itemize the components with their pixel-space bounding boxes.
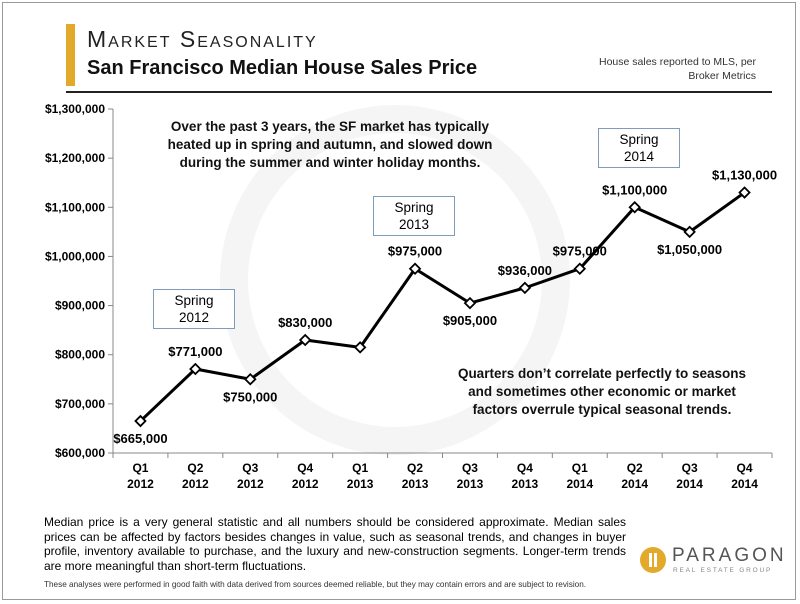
data-point-marker <box>463 296 477 310</box>
data-label: $665,000 <box>113 431 167 446</box>
spring-2013-box: Spring 2013 <box>373 196 455 236</box>
series-line <box>139 191 746 423</box>
x-tick-label-year: 2013 <box>402 477 429 491</box>
x-tick-label-quarter: Q4 <box>517 461 533 475</box>
x-tick-label-quarter: Q2 <box>187 461 203 475</box>
data-point-marker <box>683 225 696 239</box>
data-point-marker <box>298 333 312 347</box>
spring-2012-year: 2012 <box>178 310 210 325</box>
data-point-marker <box>408 262 422 275</box>
top-annotation-line-1: Over the past 3 years, the SF market has… <box>170 119 490 134</box>
disclaimer: These analyses were performed in good fa… <box>44 580 587 589</box>
data-label: $975,000 <box>388 244 442 259</box>
series-median-price <box>134 186 751 428</box>
data-point-marker <box>134 414 147 428</box>
page-subtitle: San Francisco Median House Sales Price <box>87 57 478 79</box>
data-point-marker <box>353 341 367 354</box>
quarter-annotation: Quarters don’t correlate perfectly to se… <box>432 365 772 419</box>
data-label: $771,000 <box>168 344 222 359</box>
x-tick-label-quarter: Q1 <box>132 461 148 475</box>
footer-note: Median price is a very general statistic… <box>44 515 626 573</box>
header-rule <box>66 91 772 93</box>
x-tick-label-quarter: Q3 <box>682 461 698 475</box>
data-label: $975,000 <box>553 244 607 259</box>
x-tick-label-year: 2012 <box>182 477 209 491</box>
spring-2012-label: Spring <box>174 293 214 308</box>
x-tick-label-quarter: Q1 <box>352 461 368 475</box>
data-point-marker <box>738 186 751 199</box>
data-point-marker <box>189 362 202 376</box>
data-label: $1,100,000 <box>602 182 667 197</box>
x-tick-label-year: 2014 <box>676 477 703 491</box>
x-tick-label-year: 2012 <box>237 477 264 491</box>
page-title: Market Seasonality <box>87 26 318 52</box>
x-tick-label-quarter: Q2 <box>407 461 423 475</box>
y-tick-label: $900,000 <box>55 299 105 313</box>
quarter-annotation-line-3: factors overrule typical seasonal trends… <box>472 402 732 417</box>
y-tick-label: $600,000 <box>55 446 105 460</box>
x-tick-label-year: 2014 <box>566 477 593 491</box>
y-tick-label: $1,000,000 <box>45 249 105 263</box>
y-tick-label: $1,200,000 <box>45 151 105 165</box>
x-tick-label-year: 2012 <box>127 477 154 491</box>
data-label: $936,000 <box>498 263 552 278</box>
data-label: $830,000 <box>278 315 332 330</box>
x-tick-label-quarter: Q4 <box>737 461 753 475</box>
data-point-marker <box>628 201 641 214</box>
source-note: House sales reported to MLS, per Broker … <box>599 56 756 82</box>
y-tick-label: $800,000 <box>55 348 105 362</box>
data-point-marker <box>518 281 532 295</box>
accent-bar <box>66 24 75 86</box>
x-tick-label-year: 2014 <box>621 477 648 491</box>
spring-2013-year: 2013 <box>398 217 430 232</box>
data-point-marker <box>244 373 257 386</box>
top-annotation-line-2: heated up in spring and autumn, and slow… <box>167 137 493 152</box>
data-label: $1,130,000 <box>712 168 777 183</box>
x-tick-label-year: 2013 <box>512 477 539 491</box>
y-tick-label: $1,300,000 <box>45 102 105 116</box>
x-tick-label-quarter: Q1 <box>572 461 588 475</box>
data-label: $905,000 <box>443 313 497 328</box>
spring-2013-label: Spring <box>394 200 434 215</box>
spring-2014-label: Spring <box>619 132 659 147</box>
paragon-logo: PARAGON REAL ESTATE GROUP <box>640 545 784 577</box>
paragon-logo-icon <box>640 547 666 573</box>
data-point-marker <box>573 262 587 275</box>
x-tick-label-quarter: Q3 <box>462 461 478 475</box>
data-label: $750,000 <box>223 389 277 404</box>
quarter-annotation-line-1: Quarters don’t correlate perfectly to se… <box>457 366 747 381</box>
spring-2014-year: 2014 <box>623 149 655 164</box>
spring-2014-box: Spring 2014 <box>598 128 680 168</box>
data-labels: $665,000 $771,000 $750,000 $830,000 $975,000… <box>113 168 777 447</box>
x-tick-label-quarter: Q2 <box>627 461 643 475</box>
x-tick-label-year: 2013 <box>347 477 374 491</box>
quarter-annotation-line-2: and sometimes other economic or market <box>468 384 736 399</box>
x-tick-label-quarter: Q3 <box>242 461 258 475</box>
top-annotation: Over the past 3 years, the SF market has… <box>140 118 520 172</box>
spring-2012-box: Spring 2012 <box>153 289 235 329</box>
x-tick-label-year: 2012 <box>292 477 319 491</box>
y-tick-label: $700,000 <box>55 397 105 411</box>
x-tick-label-year: 2014 <box>731 477 758 491</box>
y-axis-ticks: $600,000 $700,000 $800,000 $900,000 $1,000,0… <box>45 102 113 460</box>
top-annotation-line-3: during the summer and winter holiday mon… <box>179 155 481 170</box>
x-tick-label-quarter: Q4 <box>297 461 313 475</box>
logo-tagline: REAL ESTATE GROUP <box>673 567 773 574</box>
x-axis-ticks: Q1 2012 Q2 2012 Q3 2012 Q4 2012 Q1 2013 Q2 2013 Q3 20… <box>112 453 773 491</box>
data-label: $1,050,000 <box>657 242 722 257</box>
logo-name: PARAGON <box>672 545 787 566</box>
x-tick-label-year: 2013 <box>457 477 484 491</box>
y-tick-label: $1,100,000 <box>45 200 105 214</box>
